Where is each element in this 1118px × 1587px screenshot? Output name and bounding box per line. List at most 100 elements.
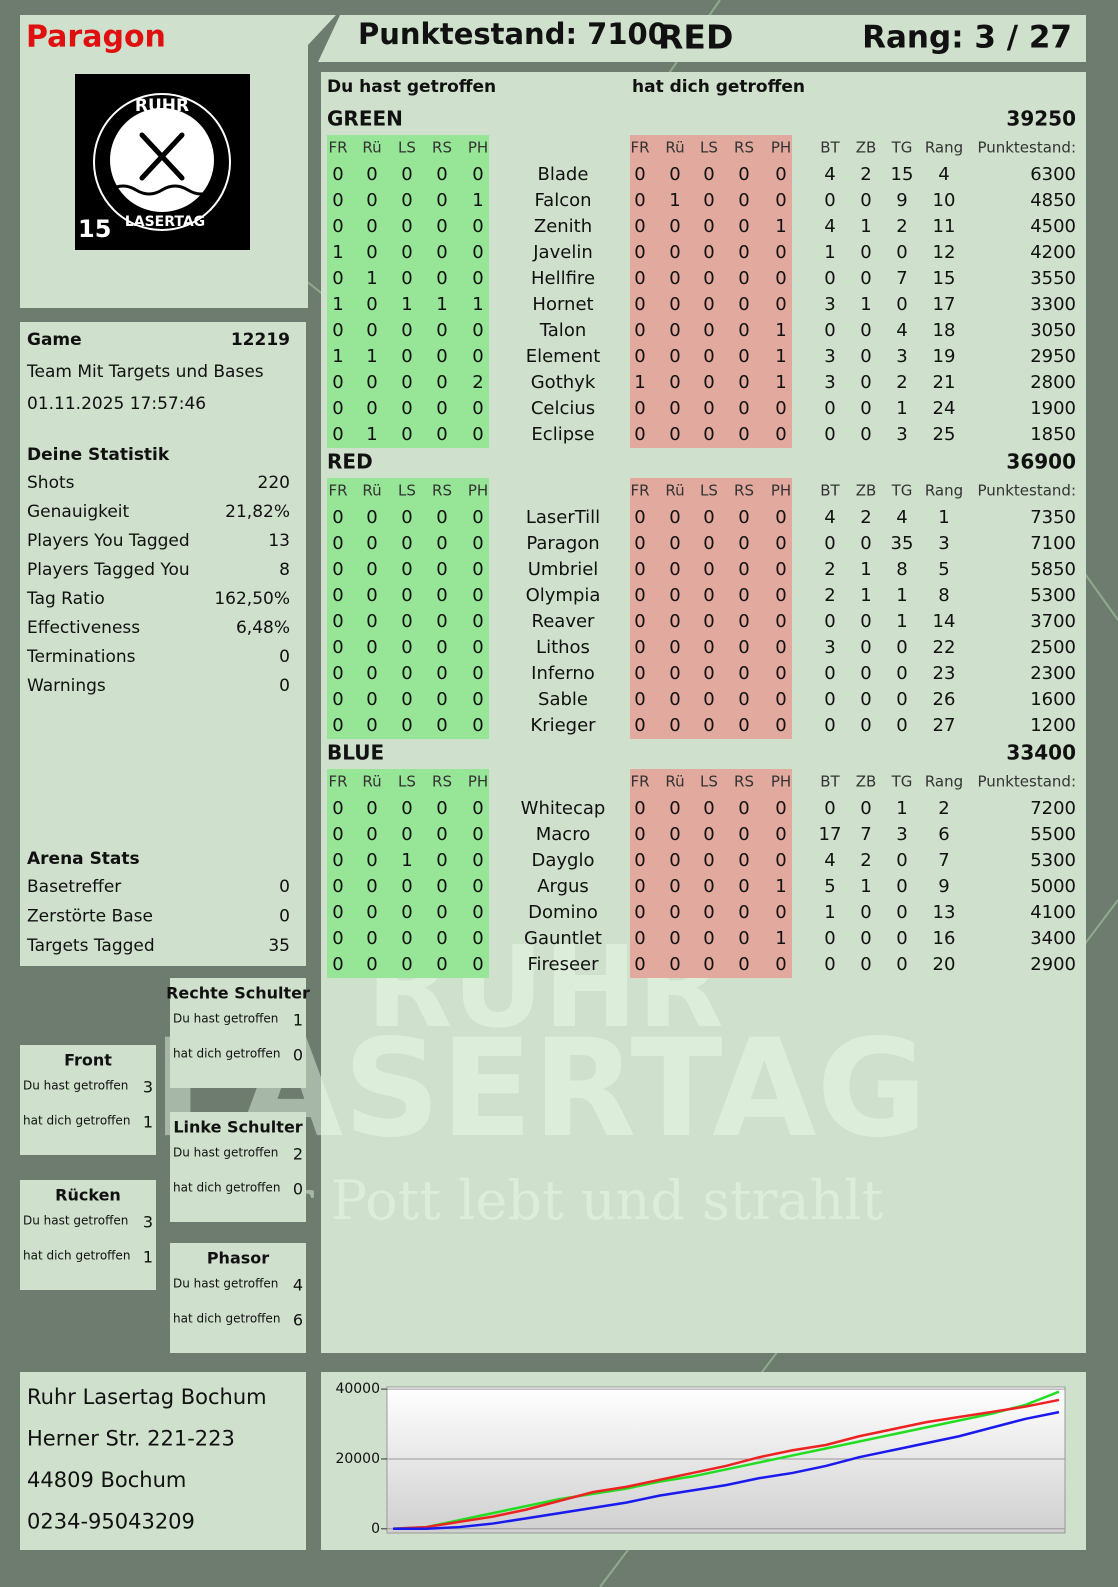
table-cell: 11 bbox=[933, 216, 956, 237]
table-cell: 1 bbox=[436, 294, 447, 315]
column-header: RS bbox=[432, 482, 452, 500]
column-header: Rü bbox=[362, 773, 381, 791]
table-cell: 1 bbox=[472, 294, 483, 315]
table-cell: 0 bbox=[366, 216, 377, 237]
table-cell: 0 bbox=[738, 424, 749, 445]
hit-block bbox=[630, 478, 792, 739]
table-cell: 0 bbox=[472, 876, 483, 897]
table-cell: 0 bbox=[472, 346, 483, 367]
table-cell: 3 bbox=[896, 824, 907, 845]
table-cell: 3 bbox=[896, 424, 907, 445]
player-name-cell: Argus bbox=[537, 876, 589, 897]
table-cell: 8 bbox=[938, 585, 949, 606]
table-cell: 14 bbox=[933, 611, 956, 632]
table-cell: 1 bbox=[366, 268, 377, 289]
table-cell: 0 bbox=[634, 824, 645, 845]
table-cell: 0 bbox=[775, 398, 786, 419]
table-cell: 0 bbox=[332, 637, 343, 658]
player-name-cell: Hornet bbox=[532, 294, 593, 315]
table-cell: 0 bbox=[332, 876, 343, 897]
address-line: Ruhr Lasertag Bochum bbox=[27, 1385, 267, 1409]
table-cell: 35 bbox=[891, 533, 914, 554]
table-cell: 0 bbox=[401, 424, 412, 445]
table-cell: 0 bbox=[703, 689, 714, 710]
stat-value: 162,50% bbox=[214, 589, 290, 609]
table-cell: 0 bbox=[634, 320, 645, 341]
arena-label: Zerstörte Base bbox=[27, 907, 153, 927]
player-name-cell: Domino bbox=[528, 902, 598, 923]
table-cell: 0 bbox=[775, 424, 786, 445]
column-header: RS bbox=[432, 773, 452, 791]
column-header: PH bbox=[468, 773, 488, 791]
column-header: Rang bbox=[925, 139, 963, 157]
table-cell: 0 bbox=[896, 876, 907, 897]
table-cell: 0 bbox=[332, 611, 343, 632]
player-name-cell: Macro bbox=[536, 824, 590, 845]
column-header: RS bbox=[734, 482, 754, 500]
player-name-cell: Dayglo bbox=[532, 850, 595, 871]
table-cell: 0 bbox=[896, 637, 907, 658]
table-cell: 0 bbox=[703, 216, 714, 237]
table-cell: 0 bbox=[436, 689, 447, 710]
table-cell: 0 bbox=[634, 294, 645, 315]
column-header: TG bbox=[891, 482, 913, 500]
table-cell: 0 bbox=[775, 611, 786, 632]
table-cell: 5300 bbox=[1030, 850, 1076, 871]
zone-value: 4 bbox=[293, 1276, 303, 1295]
table-cell: 0 bbox=[775, 954, 786, 975]
column-header: Punktestand: bbox=[977, 482, 1076, 500]
table-cell: 0 bbox=[366, 559, 377, 580]
table-cell: 7 bbox=[860, 824, 871, 845]
table-cell: 0 bbox=[332, 663, 343, 684]
table-cell: 0 bbox=[703, 954, 714, 975]
table-cell: 0 bbox=[860, 715, 871, 736]
table-cell: 0 bbox=[436, 242, 447, 263]
table-cell: 0 bbox=[332, 216, 343, 237]
table-cell: 2 bbox=[860, 507, 871, 528]
table-cell: 0 bbox=[896, 954, 907, 975]
player-name-cell: Reaver bbox=[532, 611, 596, 632]
table-cell: 0 bbox=[366, 824, 377, 845]
table-cell: 0 bbox=[332, 559, 343, 580]
table-cell: 1 bbox=[824, 902, 835, 923]
table-cell: 0 bbox=[738, 585, 749, 606]
table-cell: 0 bbox=[472, 715, 483, 736]
table-cell: 0 bbox=[824, 798, 835, 819]
table-cell: 0 bbox=[634, 663, 645, 684]
rank: Rang: 3 / 27 bbox=[862, 20, 1072, 56]
table-cell: 0 bbox=[472, 216, 483, 237]
table-cell: 0 bbox=[634, 876, 645, 897]
team: RED bbox=[658, 18, 733, 57]
table-cell: 0 bbox=[472, 424, 483, 445]
table-cell: 0 bbox=[366, 689, 377, 710]
table-cell: 0 bbox=[775, 824, 786, 845]
table-cell: 4 bbox=[896, 320, 907, 341]
section-title: Deine Statistik bbox=[27, 445, 170, 465]
table-cell: 0 bbox=[401, 798, 412, 819]
table-cell: 1 bbox=[401, 294, 412, 315]
table-cell: 0 bbox=[401, 164, 412, 185]
table-cell: 0 bbox=[896, 242, 907, 263]
table-cell: 0 bbox=[775, 798, 786, 819]
table-cell: 0 bbox=[366, 902, 377, 923]
logo bbox=[75, 74, 250, 250]
zone-box bbox=[170, 1112, 306, 1222]
table-cell: 0 bbox=[366, 294, 377, 315]
game-id: 12219 bbox=[231, 330, 290, 350]
table-cell: 0 bbox=[703, 637, 714, 658]
zone-title: Linke Schulter bbox=[173, 1118, 302, 1137]
table-cell: 0 bbox=[738, 216, 749, 237]
table-cell: 0 bbox=[738, 850, 749, 871]
table-cell: 5850 bbox=[1030, 559, 1076, 580]
column-header: FR bbox=[630, 773, 649, 791]
table-cell: 0 bbox=[401, 715, 412, 736]
stat-label: Genauigkeit bbox=[27, 502, 130, 522]
table-cell: 0 bbox=[366, 850, 377, 871]
table-cell: 0 bbox=[738, 559, 749, 580]
table-cell: 0 bbox=[401, 320, 412, 341]
table-cell: 9 bbox=[896, 190, 907, 211]
player-name-cell: Element bbox=[526, 346, 601, 367]
team-score: 39250 bbox=[1006, 107, 1076, 131]
table-cell: 0 bbox=[472, 320, 483, 341]
table-cell: 0 bbox=[634, 611, 645, 632]
